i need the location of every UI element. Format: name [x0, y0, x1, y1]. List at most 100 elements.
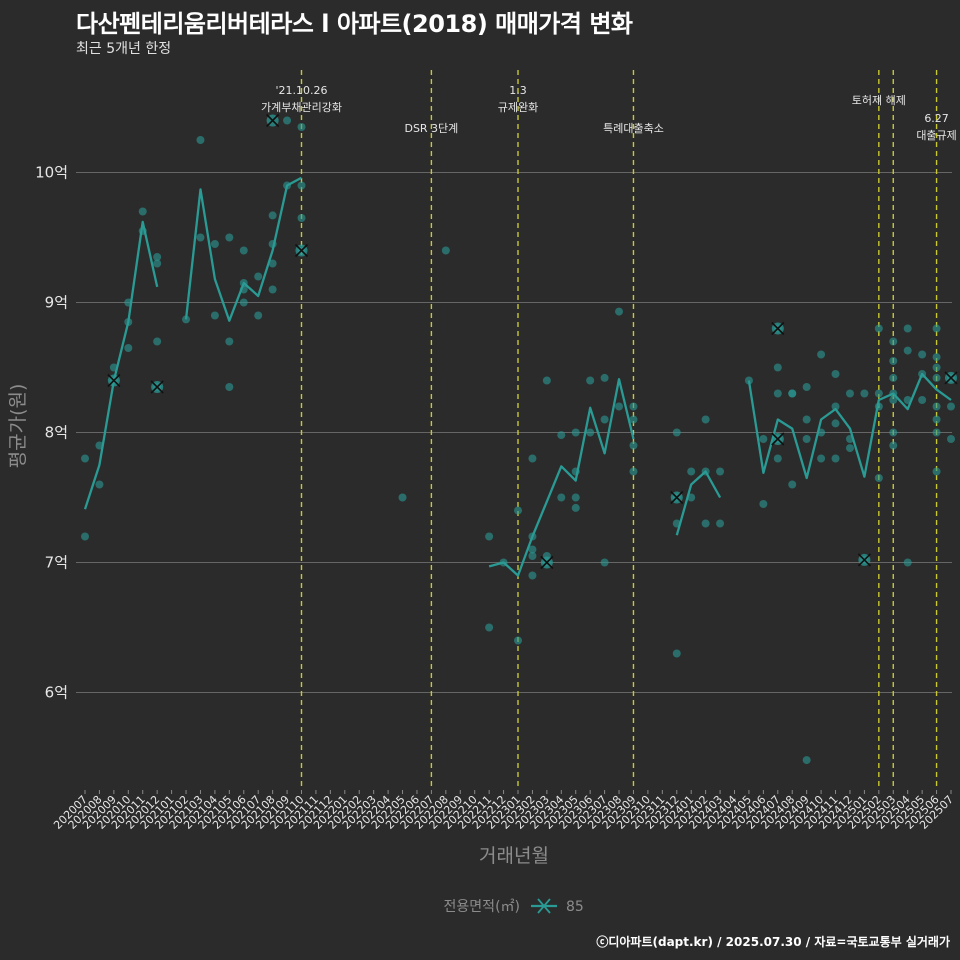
data-point [528, 571, 537, 580]
y-tick-label: 9억 [45, 294, 68, 312]
data-point [600, 415, 609, 424]
chart-subtitle: 최근 5개년 한정 [76, 41, 172, 57]
legend: 전용면적(㎡) 85 [444, 898, 584, 915]
data-point [514, 506, 522, 515]
mean-price-line [184, 176, 303, 322]
data-point [802, 383, 811, 391]
data-point [153, 253, 162, 261]
data-point [600, 558, 609, 567]
data-point [860, 389, 869, 398]
data-point [615, 307, 624, 316]
chart-title: 다산펜테리움리버테라스 l 아파트(2018) 매매가격 변화 [76, 10, 633, 38]
data-point [817, 454, 826, 463]
data-point [932, 428, 941, 437]
data-point [615, 402, 624, 411]
data-point [773, 454, 782, 463]
data-point [687, 467, 696, 476]
data-point [138, 207, 147, 216]
x-marker [944, 371, 958, 385]
legend-title: 전용면적(㎡) [444, 899, 520, 915]
data-point [196, 233, 205, 242]
data-point [81, 454, 89, 463]
data-point [398, 493, 407, 502]
data-point [759, 435, 768, 443]
event-label: 규제완화 [498, 101, 538, 114]
mean-price-line [488, 378, 635, 577]
mean-price-line [83, 220, 159, 510]
x-marker-cross [857, 553, 871, 567]
data-point [283, 116, 292, 125]
event-label: 대출규제 [916, 129, 956, 142]
data-point [485, 532, 494, 541]
data-point [802, 415, 811, 424]
data-point [629, 467, 638, 476]
event-label: 토허제 해제 [852, 93, 906, 107]
data-point [586, 428, 595, 437]
data-point [802, 756, 811, 765]
data-point [225, 337, 234, 346]
data-point [239, 246, 248, 255]
data-point [514, 636, 522, 645]
data-point [889, 441, 898, 450]
data-point [297, 123, 306, 131]
data-point [441, 246, 450, 255]
data-point [701, 415, 710, 424]
data-point [788, 389, 797, 398]
y-tick-label: 7억 [45, 554, 68, 572]
x-marker-cross [266, 113, 280, 128]
data-point [831, 454, 840, 463]
data-point [571, 493, 580, 502]
data-point [153, 259, 162, 268]
event-label: 가계부채관리강화 [261, 101, 342, 114]
x-marker [771, 321, 785, 336]
data-point [629, 415, 638, 424]
x-marker-cross [150, 380, 164, 394]
data-point [932, 363, 941, 372]
x-marker-cross [771, 321, 785, 336]
data-point [528, 545, 537, 554]
event-label: 6.27 [924, 112, 949, 125]
data-point [153, 337, 162, 346]
data-point [802, 435, 811, 443]
data-point [845, 389, 854, 398]
data-point [557, 431, 566, 440]
data-point [874, 474, 883, 482]
data-point [124, 344, 133, 352]
event-label: '21.10.26 [275, 84, 327, 97]
data-point [932, 467, 941, 476]
x-marker [857, 553, 871, 567]
data-point [889, 337, 898, 346]
data-point [918, 350, 927, 359]
data-point [788, 480, 797, 489]
data-point [542, 376, 551, 385]
data-point [297, 181, 306, 190]
data-point [254, 272, 263, 281]
data-point [268, 285, 277, 294]
event-label: DSR 3단계 [404, 122, 458, 135]
data-point [889, 373, 898, 382]
data-point [225, 233, 234, 242]
x-marker-cross [294, 243, 309, 258]
data-point [903, 558, 912, 567]
data-point [81, 532, 89, 541]
data-point [528, 454, 537, 463]
data-point [759, 500, 768, 508]
y-axis-title: 평균가(원) [7, 384, 29, 469]
data-point [268, 259, 277, 268]
data-point [817, 350, 826, 359]
data-point [297, 214, 306, 222]
data-point [932, 353, 941, 362]
data-point [932, 324, 941, 333]
x-marker-cross [771, 432, 785, 446]
data-point [831, 402, 840, 411]
data-point [831, 370, 840, 378]
data-point [932, 415, 941, 424]
data-point [586, 376, 595, 385]
x-marker [294, 243, 309, 258]
data-point [629, 441, 638, 450]
data-point [889, 396, 898, 404]
y-tick-label: 8억 [45, 424, 68, 442]
data-point [874, 389, 883, 398]
x-axis-title: 거래년월 [479, 845, 549, 867]
